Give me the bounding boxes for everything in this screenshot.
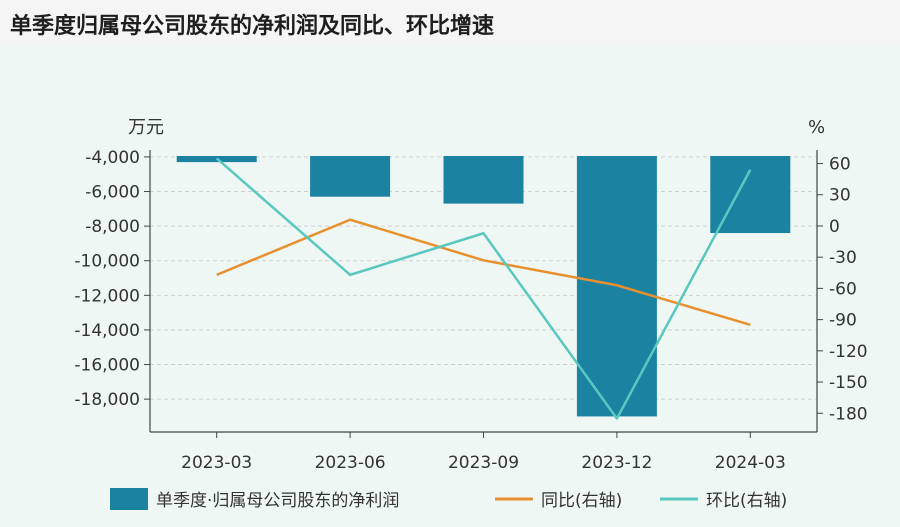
x-tick-label: 2023-09: [448, 453, 519, 473]
right-tick-label: 0: [829, 217, 840, 237]
left-tick-label: -14,000: [74, 321, 140, 341]
line-series: [215, 157, 752, 420]
right-tick-label: 60: [829, 155, 851, 175]
right-axis-unit: %: [808, 117, 825, 138]
right-tick-label: -60: [829, 279, 857, 299]
right-tick-label: -120: [829, 342, 868, 362]
right-tick-label: 30: [829, 186, 851, 206]
x-tick-label: 2023-06: [315, 453, 386, 473]
legend-label: 环比(右轴): [706, 491, 787, 511]
legend-swatch-bar: [110, 488, 148, 510]
left-tick-label: -10,000: [74, 252, 140, 272]
bar-2023-09: [443, 156, 524, 204]
x-tick-label: 2024-03: [715, 453, 786, 473]
left-tick-label: -12,000: [74, 286, 140, 306]
right-tick-label: -180: [829, 404, 868, 424]
axes: -4,000 -6,000 -8,000 -10,000 -12,000 -14,000 -…: [74, 148, 867, 473]
legend: 单季度·归属母公司股东的净利润 同比(右轴) 环比(右轴): [110, 488, 787, 511]
right-tick-label: -30: [829, 248, 857, 268]
right-tick-label: -90: [829, 311, 857, 331]
left-tick-label: -6,000: [85, 183, 140, 203]
grid-lines: [150, 156, 817, 400]
bar-2023-06: [310, 156, 391, 197]
left-tick-label: -18,000: [74, 390, 140, 410]
left-tick-label: -8,000: [85, 217, 140, 237]
legend-label: 单季度·归属母公司股东的净利润: [156, 491, 399, 511]
legend-label: 同比(右轴): [541, 491, 622, 511]
left-tick-label: -16,000: [74, 356, 140, 376]
chart-header: 单季度归属母公司股东的净利润及同比、环比增速: [0, 0, 900, 45]
left-axis-unit: 万元: [128, 117, 164, 138]
line-series-1: [216, 218, 751, 327]
left-tick-label: -4,000: [85, 148, 140, 168]
x-tick-label: 2023-03: [181, 453, 252, 473]
x-tick-label: 2023-12: [581, 453, 652, 473]
bar-series: [176, 156, 791, 417]
right-tick-label: -150: [829, 373, 868, 393]
chart-title: 单季度归属母公司股东的净利润及同比、环比增速: [10, 14, 495, 39]
